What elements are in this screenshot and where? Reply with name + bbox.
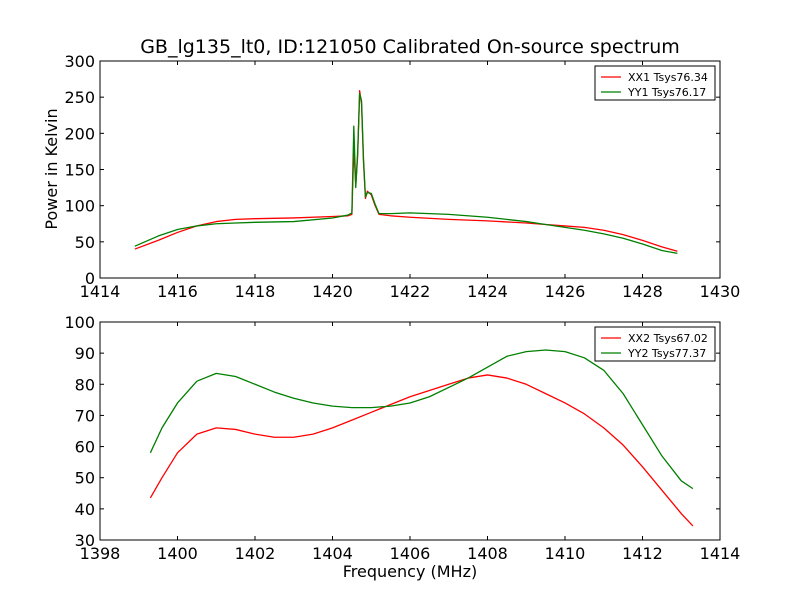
bottom-x-tick-label: 1410 (545, 544, 586, 563)
top-legend (594, 65, 716, 101)
bottom-series-line-1 (149, 374, 694, 527)
top-x-tick-label: 1424 (467, 282, 508, 301)
top-x-tick-label: 1414 (80, 282, 121, 301)
top-legend-label-2: YY1 Tsys76.17 (627, 86, 706, 99)
top-y-tick-label: 250 (64, 88, 95, 107)
top-series-line-2 (134, 92, 678, 255)
bottom-y-tick-label: 50 (75, 469, 95, 488)
top-series-line-1 (134, 90, 678, 252)
bottom-x-tick-label: 1398 (80, 544, 121, 563)
top-y-tick-label: 200 (64, 124, 95, 143)
bottom-x-tick-label: 1408 (467, 544, 508, 563)
bottom-legend-label-2: YY2 Tsys77.37 (627, 347, 706, 360)
bottom-panel-xlabel: Frequency (MHz) (343, 562, 477, 581)
bottom-y-tick-label: 60 (75, 438, 95, 457)
bottom-series-line-2 (149, 349, 694, 490)
bottom-panel: 1398 1400 1402 1404 1406 1408 1410 1412 1414 30 40… (64, 313, 740, 563)
bottom-y-tick-label: 80 (75, 375, 95, 394)
top-panel: 1414 1416 1418 1420 1422 1424 1426 1428 1430 0 50 1… (64, 52, 740, 301)
bottom-x-tick-label: 1400 (157, 544, 198, 563)
top-panel-ylabel: Power in Kelvin (42, 108, 61, 229)
top-legend-label-1: XX1 Tsys76.34 (628, 71, 708, 84)
top-x-tick-label: 1422 (390, 282, 431, 301)
bottom-y-tick-label: 70 (75, 406, 95, 425)
bottom-y-tick-label: 30 (75, 531, 95, 550)
figure-title: GB_lg135_lt0, ID:121050 Calibrated On-so… (140, 36, 680, 58)
top-y-tick-label: 150 (64, 161, 95, 180)
bottom-legend (594, 326, 716, 362)
bottom-y-tick-label: 90 (75, 344, 95, 363)
bottom-x-tick-label: 1414 (700, 544, 741, 563)
top-x-tick-label: 1426 (545, 282, 586, 301)
bottom-x-tick-label: 1412 (622, 544, 663, 563)
top-x-tick-label: 1416 (157, 282, 198, 301)
top-y-tick-label: 300 (64, 52, 95, 71)
top-y-tick-label: 100 (64, 197, 95, 216)
bottom-x-tick-label: 1402 (235, 544, 276, 563)
top-x-tick-label: 1418 (235, 282, 276, 301)
top-x-tick-label: 1430 (700, 282, 741, 301)
bottom-y-tick-label: 100 (64, 313, 95, 332)
bottom-y-tick-label: 40 (75, 500, 95, 519)
top-y-tick-label: 50 (75, 233, 95, 252)
top-x-tick-label: 1428 (622, 282, 663, 301)
bottom-x-tick-label: 1404 (312, 544, 353, 563)
top-x-tick-label: 1420 (312, 282, 353, 301)
bottom-legend-label-1: XX2 Tsys67.02 (628, 332, 708, 345)
top-y-tick-label: 0 (85, 269, 95, 288)
bottom-x-tick-label: 1406 (390, 544, 431, 563)
